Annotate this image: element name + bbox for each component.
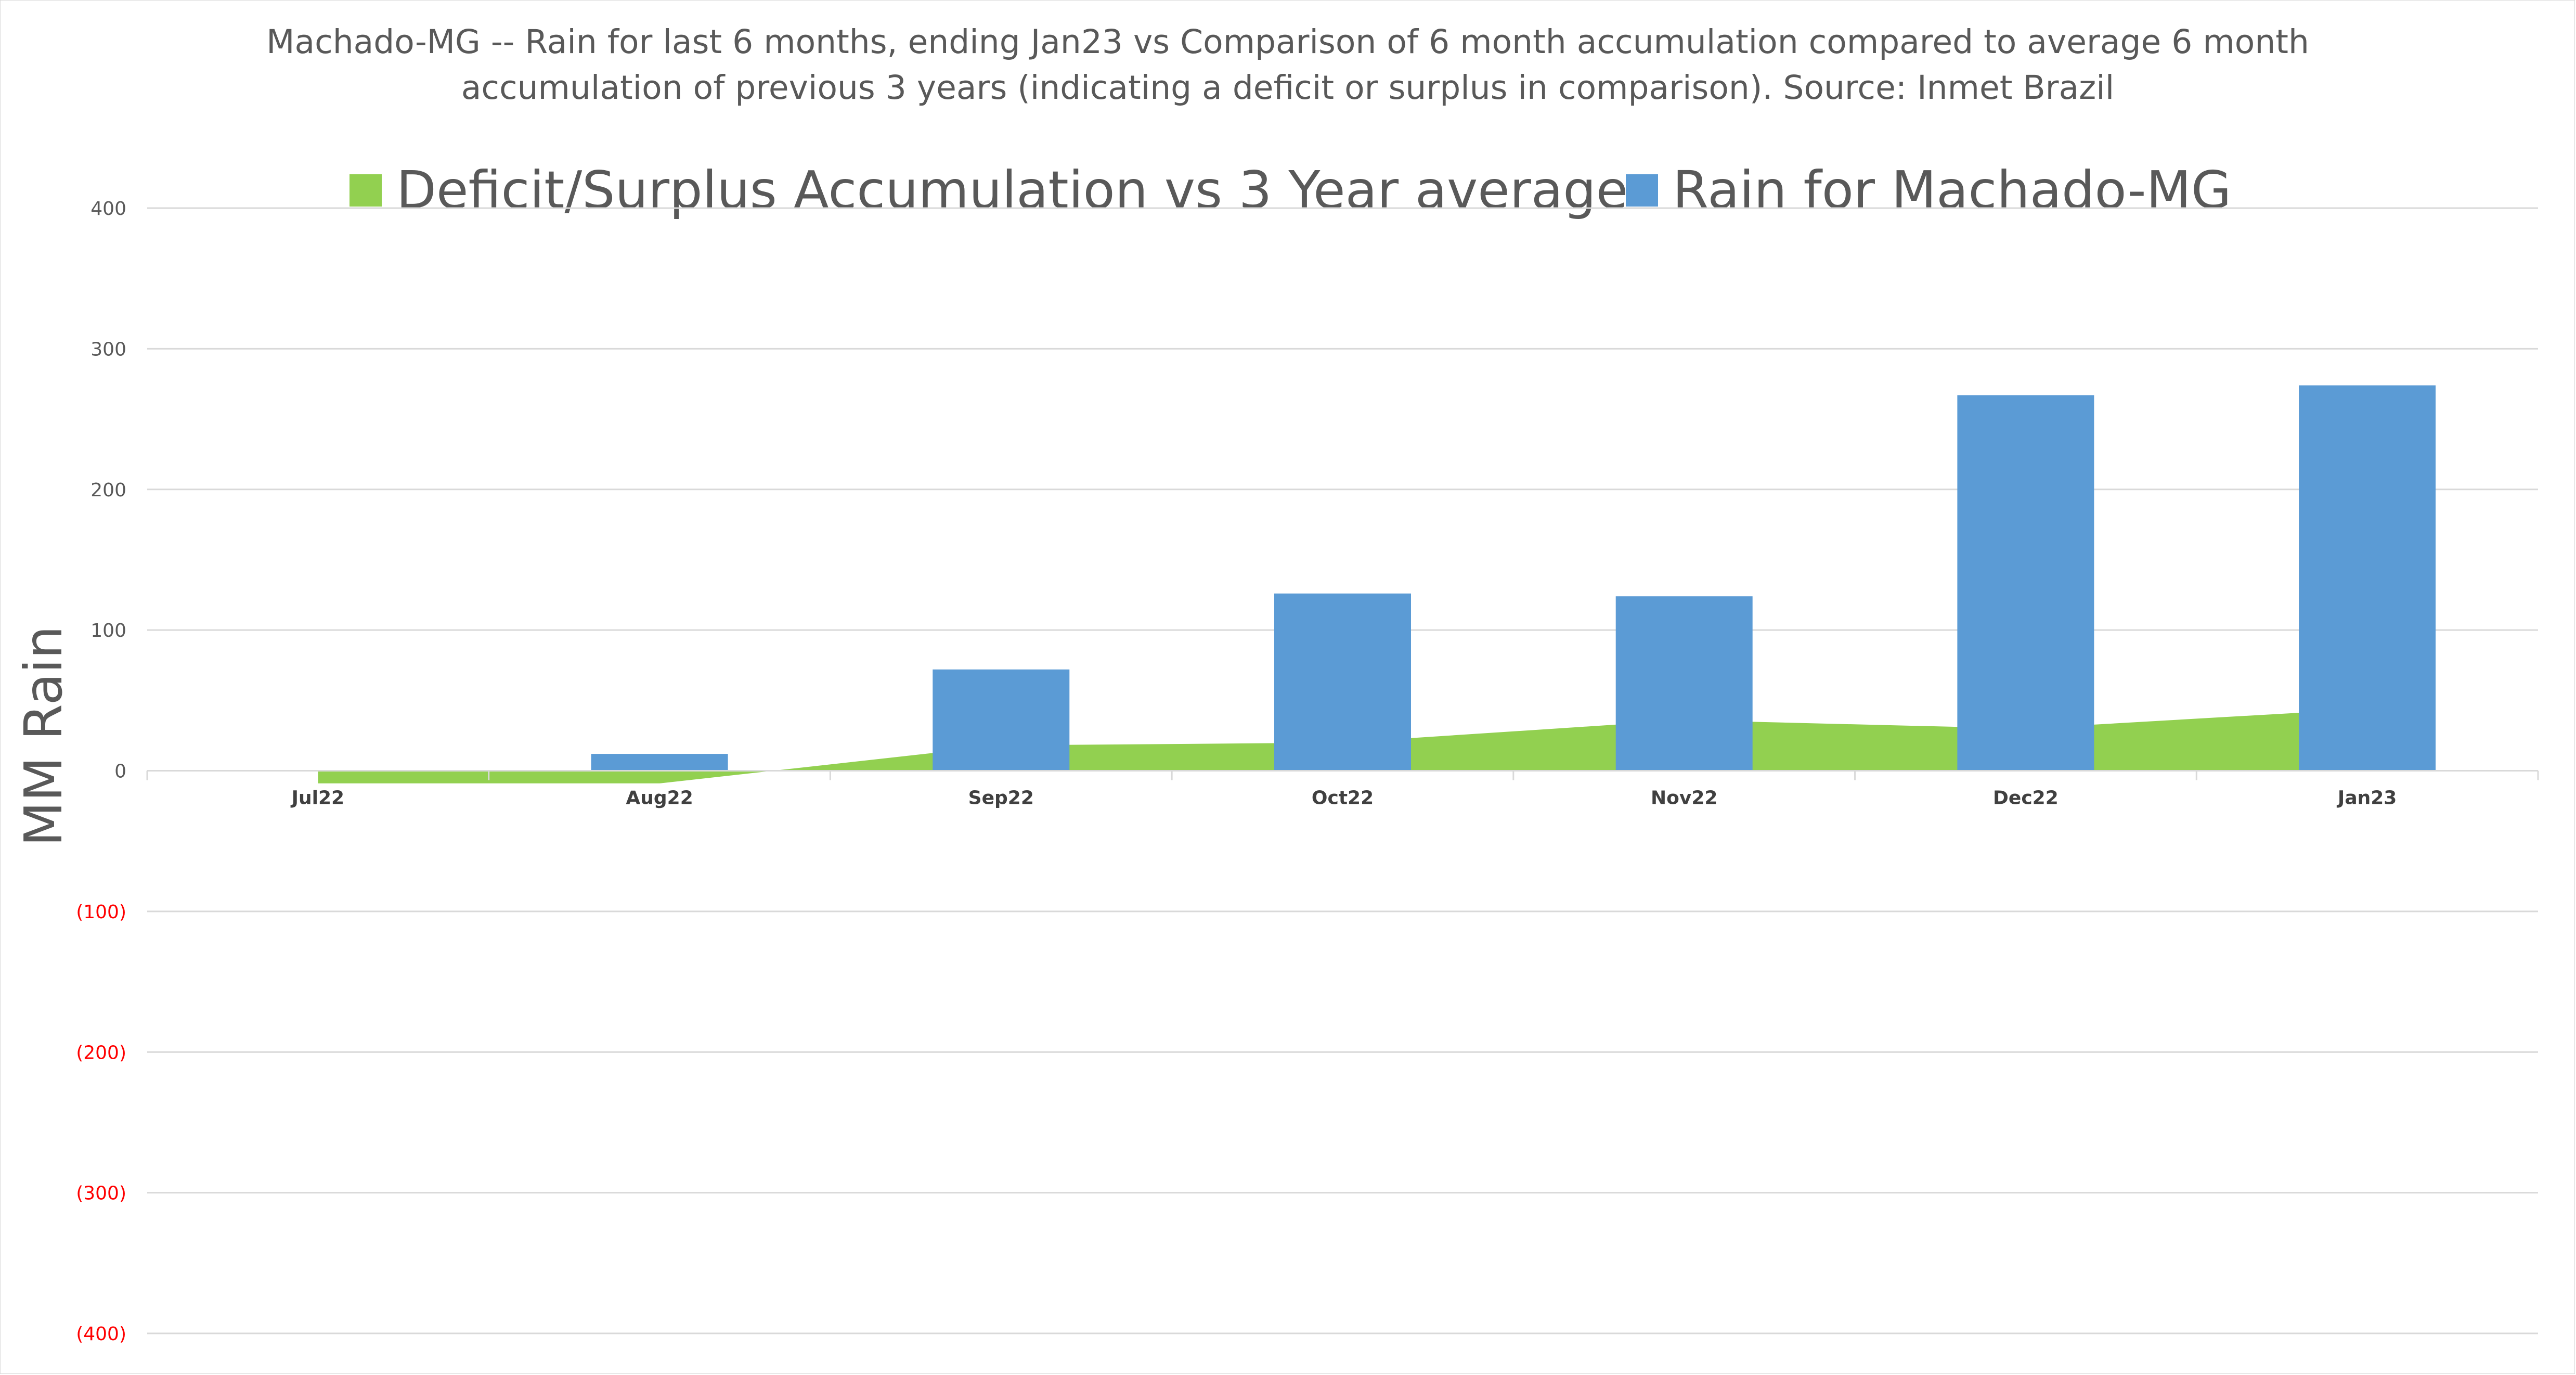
x-tick-label: Nov22 <box>1651 788 1717 809</box>
y-tick-label: 300 <box>90 339 126 360</box>
legend-swatch-deficit-surplus <box>349 174 382 207</box>
y-tick-label: (200) <box>76 1042 126 1063</box>
rain-bar-dec22 <box>1957 395 2094 771</box>
y-tick-label: (300) <box>76 1183 126 1204</box>
rain-bar-nov22 <box>1615 596 1753 771</box>
y-tick-label: 100 <box>90 620 126 641</box>
legend-swatch-rain <box>1626 174 1658 207</box>
rain-bar-sep22 <box>933 669 1070 771</box>
gridlines <box>147 207 2538 1334</box>
x-tick-label: Dec22 <box>1993 788 2059 809</box>
x-axis <box>146 770 2539 780</box>
chart-title: Machado-MG -- Rain for last 6 months, en… <box>266 23 2309 107</box>
rain-bar-series <box>591 385 2436 771</box>
x-tick-label: Sep22 <box>968 788 1034 809</box>
x-tick-label: Jan23 <box>2336 788 2397 809</box>
y-tick-label: 0 <box>114 761 126 782</box>
rain-bar-aug22 <box>591 754 728 771</box>
chart-title-line-1: Machado-MG -- Rain for last 6 months, en… <box>266 23 2309 61</box>
y-axis-ticks: 400 300 200 100 0 (100) (200) (300) (400) <box>76 198 126 1345</box>
legend-label-deficit-surplus: Deficit/Surplus Accumulation vs 3 Year a… <box>396 160 1628 221</box>
x-tick-label: Aug22 <box>626 788 693 809</box>
y-tick-label: (100) <box>76 902 126 923</box>
chart-title-line-2: accumulation of previous 3 years (indica… <box>461 69 2115 107</box>
legend: Deficit/Surplus Accumulation vs 3 Year a… <box>349 160 2231 221</box>
y-tick-label: 200 <box>90 480 126 501</box>
legend-label-rain: Rain for Machado-MG <box>1673 160 2231 221</box>
y-axis-label: MM Rain <box>13 626 74 846</box>
y-tick-label: (400) <box>76 1323 126 1345</box>
rain-bar-jan23 <box>2299 385 2436 771</box>
x-tick-label: Oct22 <box>1312 788 1374 809</box>
x-axis-ticks: Jul22 Aug22 Sep22 Oct22 Nov22 Dec22 Jan23 <box>290 788 2397 809</box>
x-tick-label: Jul22 <box>290 788 344 809</box>
y-tick-label: 400 <box>90 198 126 220</box>
rain-bar-oct22 <box>1274 593 1411 771</box>
